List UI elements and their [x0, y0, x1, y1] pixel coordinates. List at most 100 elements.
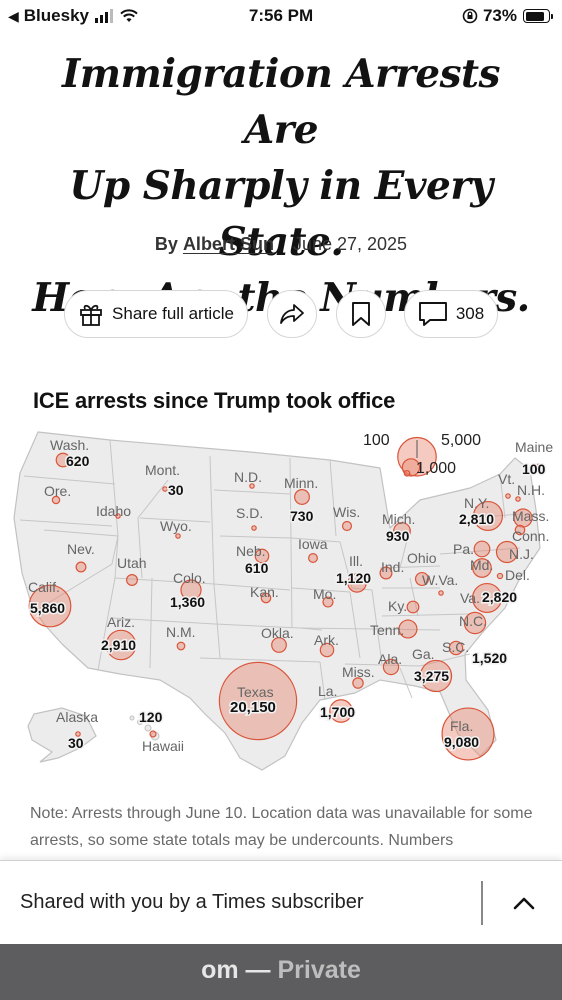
state-bubble[interactable]	[180, 579, 202, 601]
state-bubble[interactable]	[347, 573, 367, 593]
comment-count: 308	[455, 304, 485, 323]
legend-circle	[403, 469, 411, 477]
state-bubble[interactable]	[218, 661, 298, 741]
state-bubble[interactable]	[495, 540, 519, 564]
state-bubble[interactable]	[515, 496, 521, 502]
comment-icon	[418, 302, 447, 326]
legend-label: 100	[363, 432, 390, 449]
state-bubble[interactable]	[441, 707, 495, 761]
state-bubble[interactable]	[398, 619, 418, 639]
state-name-label: N.J.	[509, 546, 534, 562]
state-name-label: Texas	[237, 684, 274, 700]
state-bubble[interactable]	[322, 596, 334, 608]
state-name-label: Pa.	[453, 541, 474, 557]
state-bubble[interactable]	[472, 558, 492, 578]
state-bubble[interactable]	[513, 508, 533, 528]
state-name-label: N.Y.	[464, 495, 489, 511]
state-bubble[interactable]	[75, 561, 87, 573]
share-forward-button[interactable]	[267, 290, 317, 338]
back-to-app-button[interactable]: ◀ Bluesky	[8, 6, 139, 26]
state-name-label: Nev.	[67, 541, 95, 557]
byline-prefix: By	[154, 234, 178, 254]
state-bubble[interactable]	[514, 524, 526, 536]
battery-percent: 73%	[482, 6, 517, 25]
state-bubble[interactable]	[448, 640, 464, 656]
state-value-label: 730	[290, 508, 314, 524]
state-name-label: Okla.	[261, 625, 294, 641]
legend-label: 5,000	[441, 432, 481, 449]
state-name-label: S.D.	[236, 505, 263, 521]
state-bubble[interactable]	[393, 522, 411, 540]
state-name-label: Kan.	[250, 584, 279, 600]
share-full-article-button[interactable]: Share full article	[64, 290, 248, 338]
state-bubble[interactable]	[126, 574, 138, 586]
state-value-label: 610	[245, 560, 269, 576]
state-bubble[interactable]	[471, 582, 503, 614]
publish-date: June 27, 2025	[292, 234, 408, 254]
state-bubble[interactable]	[319, 642, 335, 658]
bookmark-icon	[352, 302, 370, 326]
state-bubble[interactable]	[271, 637, 287, 653]
state-name-label: La.	[318, 683, 337, 699]
state-bubble[interactable]	[379, 566, 393, 580]
share-banner: Shared with you by a Times subscriber	[0, 860, 562, 944]
state-value-label: 930	[386, 528, 410, 544]
state-bubble[interactable]	[75, 731, 81, 737]
back-app-label: Bluesky	[23, 6, 89, 25]
state-bubble[interactable]	[260, 592, 272, 604]
battery-icon	[523, 9, 553, 23]
chart-title: ICE arrests since Trump took office	[33, 388, 396, 413]
expand-banner-button[interactable]	[504, 887, 544, 919]
state-name-label: Ala.	[378, 651, 402, 667]
state-bubble[interactable]	[382, 658, 400, 676]
state-value-label: 1,120	[336, 570, 371, 586]
status-bar: ◀ Bluesky 7:56 PM 73%	[0, 0, 562, 32]
state-name-label: Mass.	[512, 508, 549, 524]
state-value-label: 1,700	[320, 704, 355, 720]
state-bubble[interactable]	[249, 483, 255, 489]
state-name-label: Mont.	[145, 462, 180, 478]
state-name-label: Ark.	[314, 632, 339, 648]
author-link[interactable]: Albert Sun	[182, 234, 274, 254]
save-bookmark-button[interactable]	[336, 290, 386, 338]
state-name-label: Calif.	[28, 579, 60, 595]
state-bubble[interactable]	[473, 540, 491, 558]
state-bubble[interactable]	[414, 571, 430, 587]
state-bubble[interactable]	[294, 489, 310, 505]
state-bubble[interactable]	[149, 730, 157, 738]
state-bubble[interactable]	[105, 629, 137, 661]
state-bubble[interactable]	[505, 493, 511, 499]
state-bubble[interactable]	[251, 525, 257, 531]
state-bubble[interactable]	[438, 590, 444, 596]
state-name-label: Ohio	[407, 550, 437, 566]
state-bubble[interactable]	[51, 495, 61, 505]
state-bubble[interactable]	[419, 659, 453, 693]
state-bubble[interactable]	[534, 463, 542, 471]
state-bubble[interactable]	[329, 699, 353, 723]
state-name-label: Wash.	[50, 437, 89, 453]
state-bubble[interactable]	[254, 548, 270, 564]
state-name-label: Maine	[515, 439, 553, 455]
comments-button[interactable]: 308	[404, 290, 498, 338]
state-bubble[interactable]	[463, 611, 487, 635]
state-name-label: Alaska	[56, 709, 98, 725]
gift-icon	[80, 304, 102, 326]
state-name-label: Del.	[505, 567, 530, 583]
state-bubble[interactable]	[308, 553, 318, 563]
state-bubble[interactable]	[352, 677, 364, 689]
state-bubble[interactable]	[472, 500, 504, 532]
state-bubble[interactable]	[28, 584, 72, 628]
state-name-label: Ga.	[412, 646, 435, 662]
state-bubble[interactable]	[176, 641, 186, 651]
browser-address-bar[interactable]: om — Private	[0, 944, 562, 1000]
state-bubble[interactable]	[115, 513, 121, 519]
state-bubble[interactable]	[162, 486, 168, 492]
state-bubble[interactable]	[496, 572, 504, 580]
state-bubble[interactable]	[55, 452, 71, 468]
state-value-label: 30	[168, 482, 184, 498]
state-name-label: Colo.	[173, 570, 206, 586]
state-value-label: 9,080	[444, 734, 479, 750]
state-bubble[interactable]	[341, 520, 353, 532]
state-bubble[interactable]	[175, 533, 181, 539]
state-bubble[interactable]	[406, 600, 420, 614]
